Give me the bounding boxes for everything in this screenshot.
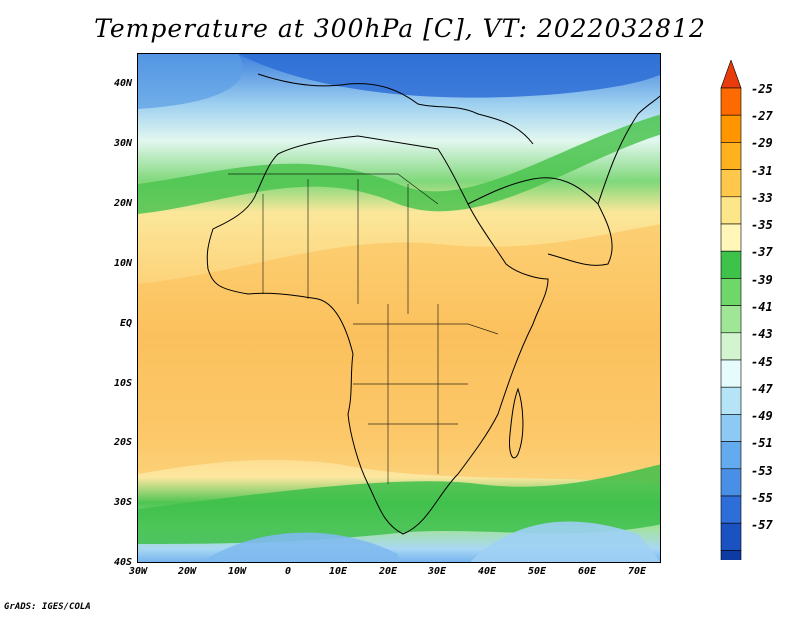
lon-label: 50E bbox=[527, 566, 547, 577]
lon-label: 40E bbox=[477, 566, 497, 577]
lon-label: 30E bbox=[427, 566, 447, 577]
colorbar-label: -53 bbox=[751, 464, 773, 478]
lon-label: 60E bbox=[577, 566, 597, 577]
colorbar-swatch bbox=[720, 441, 742, 470]
lon-label: 10W bbox=[227, 566, 247, 577]
colorbar-swatch bbox=[720, 223, 742, 252]
colorbar-label: -27 bbox=[751, 109, 773, 123]
colorbar-label: -49 bbox=[751, 409, 773, 423]
lat-label: 10S bbox=[113, 378, 132, 389]
colorbar-swatch bbox=[720, 169, 742, 198]
lat-label: 20N bbox=[113, 198, 132, 209]
credit-text: GrADS: IGES/COLA bbox=[4, 602, 91, 612]
colorbar-swatch bbox=[720, 305, 742, 334]
lon-label: 30W bbox=[128, 566, 148, 577]
colorbar-swatch bbox=[720, 87, 742, 116]
colorbar-swatch bbox=[720, 550, 742, 560]
coastlines bbox=[206, 73, 660, 535]
lat-label: 20S bbox=[113, 437, 132, 448]
lat-label: 30S bbox=[113, 497, 132, 508]
colorbar-label: -55 bbox=[751, 491, 773, 505]
lat-label: 40N bbox=[113, 78, 132, 89]
colorbar-label: -29 bbox=[751, 136, 773, 150]
colorbar-label: -33 bbox=[751, 191, 773, 205]
lon-label: 20E bbox=[378, 566, 398, 577]
lat-label: 40S bbox=[113, 557, 132, 568]
lon-label: 20W bbox=[177, 566, 197, 577]
lon-label: 10E bbox=[328, 566, 348, 577]
colorbar-label: -31 bbox=[751, 164, 773, 178]
colorbar-swatch bbox=[720, 359, 742, 388]
colorbar-swatch bbox=[720, 196, 742, 225]
colorbar-label: -35 bbox=[751, 218, 773, 232]
colorbar-swatch bbox=[720, 278, 742, 306]
colorbar-swatch bbox=[720, 468, 742, 497]
colorbar-swatch bbox=[720, 495, 742, 524]
colorbar-label: -41 bbox=[751, 300, 773, 314]
colorbar-swatch bbox=[720, 114, 742, 143]
colorbar-label: -57 bbox=[751, 518, 773, 532]
temperature-field bbox=[138, 54, 660, 562]
lon-label: 70E bbox=[627, 566, 647, 577]
map-title: Temperature at 300hPa [C], VT: 202203281… bbox=[94, 14, 706, 43]
colorbar-label: -39 bbox=[751, 273, 773, 287]
map-panel bbox=[137, 53, 661, 563]
lon-label: 0 bbox=[284, 566, 292, 577]
country-borders bbox=[228, 173, 499, 484]
colorbar-swatch bbox=[720, 522, 742, 551]
lat-label: 30N bbox=[113, 138, 132, 149]
colorbar-label: -47 bbox=[751, 382, 773, 396]
colorbar-swatch bbox=[720, 414, 742, 442]
colorbar-label: -45 bbox=[751, 355, 773, 369]
colorbar-label: -37 bbox=[751, 245, 773, 259]
colorbar-swatch bbox=[720, 386, 742, 415]
colorbar-label: -25 bbox=[751, 82, 773, 96]
colorbar-top-arrow bbox=[720, 60, 742, 89]
colorbar-swatch bbox=[720, 250, 742, 279]
lat-label: 10N bbox=[113, 258, 132, 269]
colorbar-swatch bbox=[720, 142, 742, 170]
colorbar bbox=[720, 60, 742, 560]
lat-label: EQ bbox=[119, 318, 132, 329]
colorbar-label: -43 bbox=[751, 327, 773, 341]
colorbar-swatch bbox=[720, 332, 742, 361]
colorbar-label: -51 bbox=[751, 436, 773, 450]
